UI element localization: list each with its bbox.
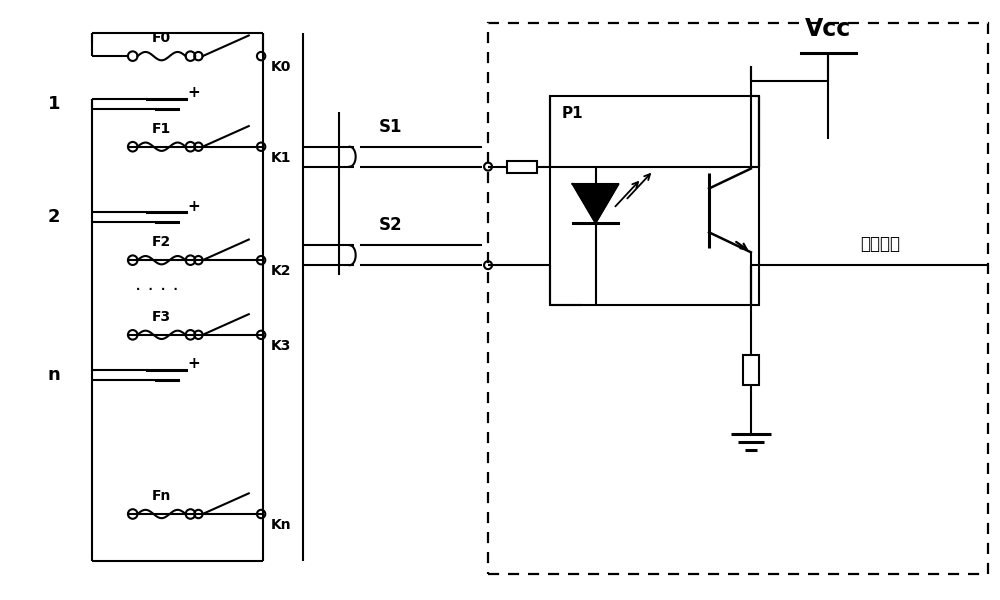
Text: P1: P1 [562, 106, 583, 121]
Bar [550, 96, 759, 305]
Text: Vcc: Vcc [805, 17, 852, 41]
Text: K2: K2 [271, 264, 292, 278]
Text: K1: K1 [271, 151, 292, 164]
Bar [488, 23, 988, 574]
Text: +: + [187, 85, 200, 100]
Text: · · · ·: · · · · [135, 281, 178, 299]
Text: F0: F0 [152, 31, 171, 45]
Text: 故障报警: 故障报警 [860, 235, 900, 253]
Bar [507, 161, 537, 173]
Text: F1: F1 [152, 122, 171, 136]
Text: K0: K0 [271, 60, 291, 74]
Text: F3: F3 [152, 310, 171, 324]
Text: 2: 2 [48, 208, 60, 226]
Text: S2: S2 [379, 217, 402, 235]
Text: +: + [187, 199, 200, 214]
Polygon shape [573, 184, 618, 223]
Text: K3: K3 [271, 339, 291, 353]
Text: +: + [187, 356, 200, 371]
Bar [743, 355, 759, 385]
Text: Fn: Fn [152, 489, 171, 503]
Text: 1: 1 [48, 95, 60, 113]
Text: S1: S1 [379, 118, 402, 136]
Text: F2: F2 [152, 235, 171, 249]
Text: n: n [48, 365, 60, 383]
Text: Kn: Kn [271, 518, 292, 532]
